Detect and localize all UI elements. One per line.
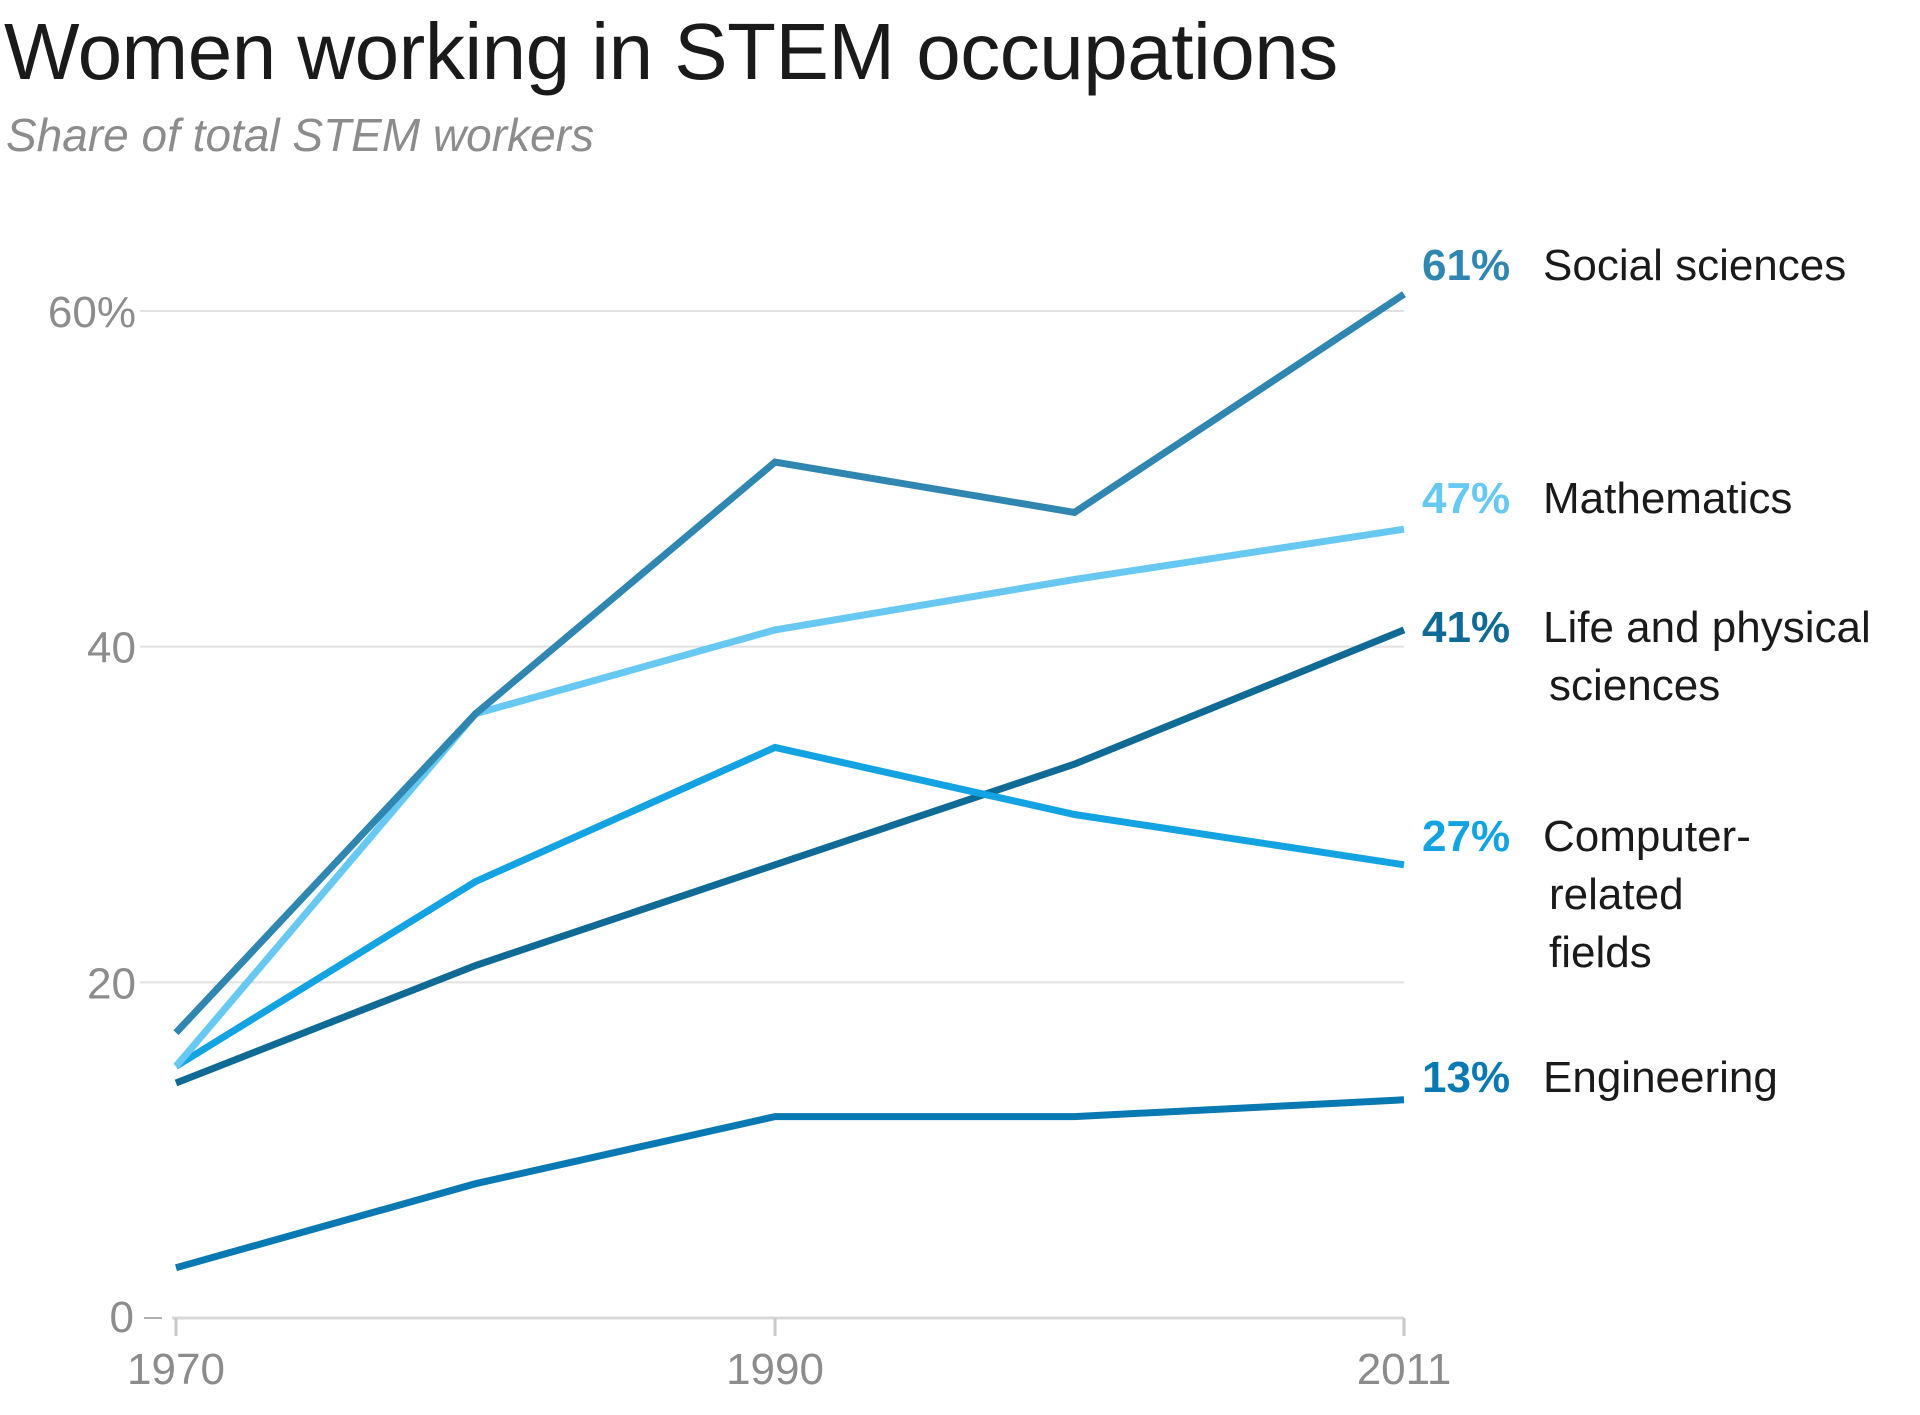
x-tick-label: 2011: [1357, 1345, 1452, 1394]
axes: 0 20 40 60% 1970 1990 2011: [48, 288, 1451, 1394]
series-labels: 61% Social sciences 47% Mathematics 41% Life …: [1422, 241, 1871, 1102]
y-tick-label: 20: [87, 959, 136, 1008]
x-tick-label: 1970: [127, 1345, 225, 1394]
series-name-label: fields: [1549, 928, 1652, 977]
series-line-life-and-physical-sciences: [174, 626, 1406, 1087]
series-lines: [173, 291, 1406, 1272]
series-end-value: 41%: [1422, 603, 1510, 652]
series-name-label: Life and physical: [1543, 603, 1871, 652]
chart-subtitle: Share of total STEM workers: [6, 109, 594, 161]
series-line-engineering: [175, 1096, 1405, 1272]
series-name-label: Mathematics: [1543, 474, 1792, 523]
series-end-value: 27%: [1422, 812, 1510, 861]
series-name-label: sciences: [1549, 661, 1720, 710]
y-tick-label: 60%: [48, 288, 136, 337]
series-name-label: related: [1549, 870, 1684, 919]
series-end-value: 61%: [1422, 241, 1510, 290]
series-line-computer-related-fields: [174, 743, 1405, 1070]
y-tick-label: 0: [110, 1293, 134, 1342]
x-tick-label: 1990: [726, 1345, 824, 1394]
series-line-social-sciences: [173, 291, 1406, 1036]
series-end-value: 13%: [1422, 1053, 1510, 1102]
series-end-value: 47%: [1422, 474, 1510, 523]
chart-title: Women working in STEM occupations: [4, 7, 1338, 96]
series-name-label: Engineering: [1543, 1053, 1778, 1102]
series-name-label: Social sciences: [1543, 241, 1846, 290]
series-name-label: Computer-: [1543, 812, 1751, 861]
gridlines: [140, 310, 1404, 1319]
y-tick-label: 40: [87, 624, 136, 673]
series-line-mathematics: [173, 525, 1405, 1069]
